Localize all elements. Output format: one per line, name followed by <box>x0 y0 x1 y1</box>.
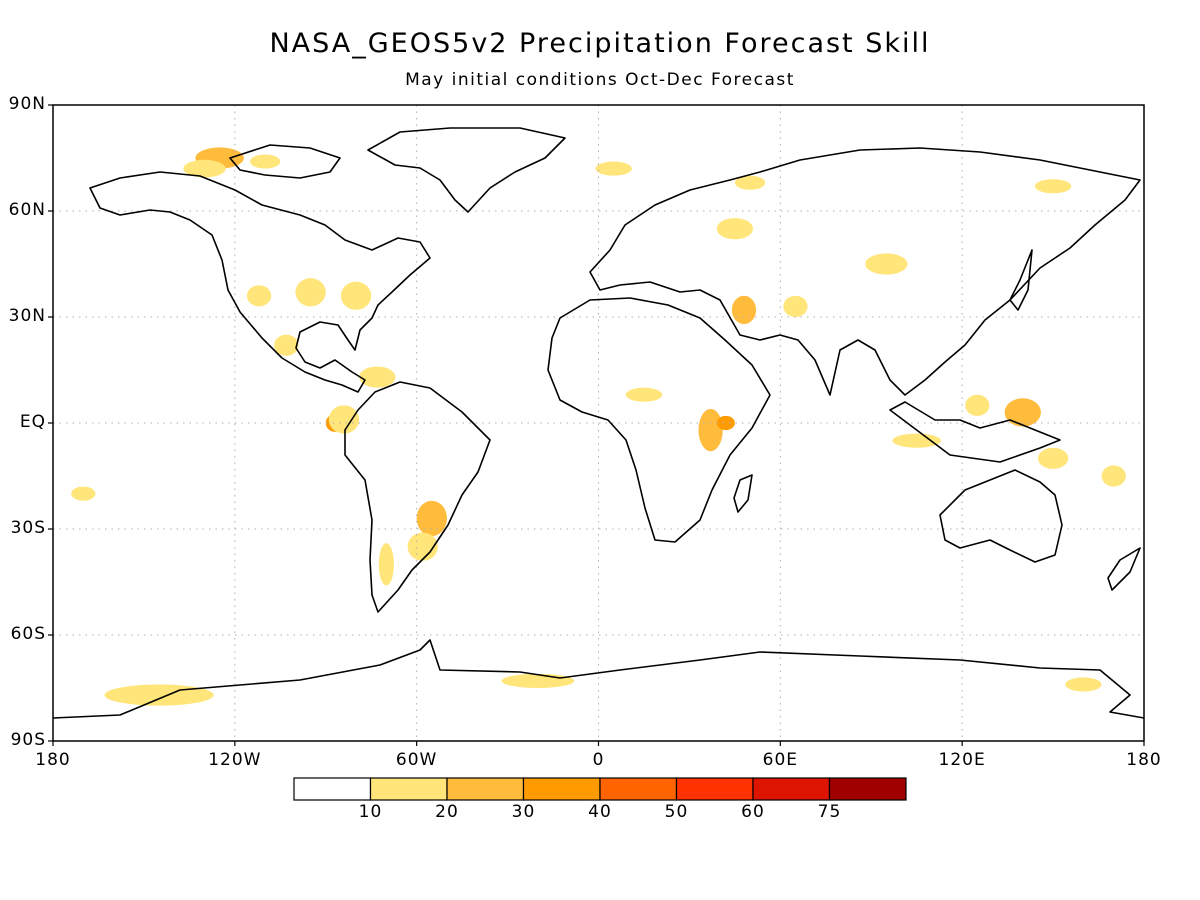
coastline-australia <box>939 469 1063 563</box>
skill-patch <box>71 486 96 501</box>
lon-tick-label: 0 <box>592 750 605 770</box>
coastline-north-america <box>89 171 431 393</box>
skill-patch <box>183 159 226 178</box>
colorbar-swatch <box>752 777 831 801</box>
skill-patch <box>1101 465 1126 487</box>
skill-patch <box>716 415 735 431</box>
skill-patch <box>734 175 766 190</box>
lat-tick-label: 60S <box>10 624 46 644</box>
map-background <box>53 105 1144 741</box>
skill-patch <box>378 543 394 586</box>
colorbar-label: 20 <box>435 802 459 822</box>
colorbar-label: 75 <box>817 802 842 822</box>
chart-subtitle: May initial conditions Oct-Dec Forecast <box>405 70 795 90</box>
colorbar-swatch <box>369 777 448 801</box>
coastline-south-america <box>344 381 491 613</box>
skill-patch <box>295 278 326 307</box>
skill-patch <box>328 405 360 434</box>
colorbar-swatch <box>828 777 907 801</box>
colorbar-swatch <box>293 777 372 801</box>
skill-patch <box>1034 179 1072 194</box>
skill-patch <box>407 532 438 561</box>
skill-patch <box>892 433 941 448</box>
skill-patch <box>340 281 372 310</box>
skill-patch <box>359 366 396 388</box>
lat-tick-label: 30S <box>10 518 46 538</box>
colorbar-swatch <box>522 777 601 801</box>
coastline-indonesia <box>889 401 1061 463</box>
colorbar-label: 50 <box>664 802 689 822</box>
colorbar-label: 10 <box>358 802 383 822</box>
coastline-antarctica <box>52 639 1145 719</box>
lat-tick-label: 30N <box>8 306 46 326</box>
coastline-eurasia <box>589 147 1141 396</box>
lon-tick-label: 60W <box>395 750 438 770</box>
lat-tick-label: 90N <box>8 94 46 114</box>
colorbar-swatch <box>675 777 754 801</box>
skill-patch <box>731 295 757 325</box>
colorbar-swatch <box>446 777 525 801</box>
colorbar-label: 60 <box>741 802 765 822</box>
skill-patch <box>1065 677 1102 692</box>
coastline-africa <box>547 297 771 543</box>
skill-patch <box>104 684 214 706</box>
skill-patch <box>625 387 663 402</box>
lon-tick-label: 60E <box>762 750 799 770</box>
skill-patch <box>698 408 723 452</box>
lon-tick-label: 120W <box>208 750 262 770</box>
coastline-greenland <box>367 127 566 213</box>
axis-ticks <box>48 104 1145 746</box>
coastline-japan <box>1009 249 1033 311</box>
skill-patch <box>1004 398 1041 427</box>
colorbar-swatch <box>599 777 678 801</box>
skill-patches <box>71 147 1126 706</box>
colorbar-label: 40 <box>588 802 612 822</box>
skill-patch <box>865 253 908 275</box>
lat-tick-label: 60N <box>8 200 46 220</box>
skill-patch <box>249 154 281 169</box>
skill-patch <box>716 218 754 240</box>
lon-tick-label: 120E <box>938 750 986 770</box>
chart-title: NASA_GEOS5v2 Precipitation Forecast Skil… <box>269 28 931 59</box>
skill-patch <box>416 500 447 537</box>
skill-patch <box>965 394 990 416</box>
skill-patch <box>1037 447 1069 469</box>
coastline-arctic-islands <box>229 144 341 179</box>
skill-patch <box>595 161 632 176</box>
skill-patch <box>501 673 575 689</box>
lon-tick-label: 180 <box>35 750 71 770</box>
colorbar-label: 30 <box>511 802 536 822</box>
coastline-new-zealand <box>1107 547 1141 591</box>
skill-patch <box>274 334 299 356</box>
coastline-madagascar <box>733 474 753 513</box>
skill-patch <box>246 285 272 307</box>
lat-tick-label: 90S <box>10 730 46 750</box>
coastlines <box>52 127 1145 719</box>
lat-tick-label: EQ <box>19 412 46 432</box>
skill-patch <box>783 295 808 317</box>
lon-tick-label: 180 <box>1126 750 1162 770</box>
colorbar <box>293 777 907 801</box>
